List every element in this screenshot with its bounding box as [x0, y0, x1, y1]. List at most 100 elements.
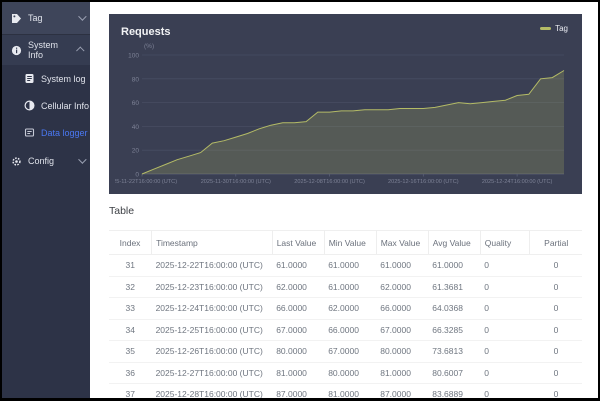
- table-header: Index Timestamp Last Value Min Value Max…: [109, 230, 582, 255]
- table-cell: 62.0000: [324, 297, 377, 320]
- table-cell: 81.0000: [272, 362, 325, 384]
- x-axis-tick-label: 2025-11-30T16:00:00 (UTC): [201, 179, 271, 185]
- x-axis-tick-label: 2025-12-24T16:00:00 (UTC): [482, 179, 553, 185]
- x-axis-tick-label: 2025-11-22T16:00:00 (UTC): [115, 179, 177, 185]
- table-cell: 31: [109, 254, 152, 277]
- sidebar-item-data-logger[interactable]: Data logger: [2, 119, 90, 146]
- legend-swatch: [540, 27, 552, 30]
- table-cell: 80.6007: [428, 362, 481, 384]
- table-cell: 0: [480, 297, 530, 320]
- table-cell: 35: [109, 340, 152, 363]
- sidebar-item-config[interactable]: Config: [2, 146, 90, 176]
- table-cell: 0: [480, 319, 530, 341]
- legend-item-tag[interactable]: Tag: [540, 24, 568, 33]
- requests-chart-card: Requests Tag 0 20 40 60 80 100 (%) 2025-11-22T1…: [109, 14, 582, 194]
- table-cell: 61.0000: [272, 254, 325, 277]
- sidebar-item-label: Config: [28, 156, 55, 166]
- table-cell: 37: [109, 383, 152, 398]
- table-cell: 2025-12-24T16:00:00 (UTC): [151, 297, 273, 320]
- table-cell: 80.0000: [324, 362, 377, 384]
- table-body: 31 2025-12-22T16:00:00 (UTC) 61.0000 61.000…: [109, 254, 582, 398]
- log-icon: [24, 73, 35, 84]
- table-cell: 2025-12-25T16:00:00 (UTC): [151, 319, 273, 341]
- y-axis-unit-label: (%): [144, 43, 154, 50]
- column-header-partial: Partial: [529, 230, 582, 255]
- chevron-down-icon: [78, 12, 87, 21]
- table-cell: 0: [529, 362, 582, 384]
- table-row: 34 2025-12-25T16:00:00 (UTC) 67.0000 66.000…: [109, 319, 582, 341]
- chart-title: Requests: [121, 26, 171, 38]
- table-cell: 67.0000: [376, 319, 429, 341]
- table-cell: 61.0000: [324, 254, 377, 277]
- table-cell: 0: [480, 383, 530, 398]
- column-header-last-value: Last Value: [272, 230, 325, 255]
- table-cell: 87.0000: [272, 383, 325, 398]
- table-cell: 73.6813: [428, 340, 481, 363]
- table-cell: 0: [480, 362, 530, 384]
- main-content: Requests Tag 0 20 40 60 80 100 (%) 2025-11-22T1…: [90, 2, 598, 398]
- table-cell: 33: [109, 297, 152, 320]
- column-header-quality: Quality: [480, 230, 531, 255]
- sidebar-item-label: System Info: [28, 40, 59, 60]
- table-cell: 66.0000: [324, 319, 377, 341]
- table-row: 32 2025-12-23T16:00:00 (UTC) 62.0000 61.000…: [109, 276, 582, 298]
- table-cell: 61.0000: [376, 254, 429, 277]
- datalogger-icon: [24, 127, 35, 138]
- table-cell: 61.0000: [324, 276, 377, 298]
- sidebar-item-cellular-info[interactable]: Cellular Info: [2, 92, 90, 119]
- table-cell: 0: [529, 297, 582, 320]
- table-row: 33 2025-12-24T16:00:00 (UTC) 66.0000 62.000…: [109, 297, 582, 320]
- table-cell: 81.0000: [324, 383, 377, 398]
- table-cell: 62.0000: [376, 276, 429, 298]
- x-axis-tick-label: 2025-12-16T16:00:00 (UTC): [388, 179, 459, 185]
- legend-label: Tag: [555, 24, 568, 33]
- sidebar-item-label: Tag: [28, 13, 43, 23]
- y-axis-tick-label: 0: [135, 172, 139, 179]
- table-row: 36 2025-12-27T16:00:00 (UTC) 81.0000 80.000…: [109, 362, 582, 384]
- tag-icon: [11, 13, 22, 24]
- sidebar-item-system-info[interactable]: System Info: [2, 35, 90, 65]
- table-row: 37 2025-12-28T16:00:00 (UTC) 87.0000 81.000…: [109, 383, 582, 398]
- table-cell: 0: [529, 254, 582, 277]
- column-header-min-value: Min Value: [324, 230, 377, 255]
- table-cell: 0: [529, 276, 582, 298]
- sidebar: Tag System Info System log Cellular Info: [2, 2, 90, 398]
- table-cell: 83.6889: [428, 383, 481, 398]
- table-cell: 67.0000: [324, 340, 377, 363]
- cellular-icon: [24, 100, 35, 111]
- table-cell: 32: [109, 276, 152, 298]
- table-cell: 80.0000: [272, 340, 325, 363]
- sidebar-item-label: Data logger: [41, 127, 88, 138]
- table-cell: 2025-12-23T16:00:00 (UTC): [151, 276, 273, 298]
- table-cell: 64.0368: [428, 297, 481, 320]
- table-cell: 66.3285: [428, 319, 481, 341]
- sidebar-item-system-log[interactable]: System log: [2, 65, 90, 92]
- column-header-index: Index: [109, 230, 153, 255]
- table-cell: 62.0000: [272, 276, 325, 298]
- table-cell: 81.0000: [376, 362, 429, 384]
- table-cell: 87.0000: [376, 383, 429, 398]
- y-axis-tick-label: 100: [128, 53, 139, 60]
- table-cell: 0: [480, 276, 530, 298]
- y-axis-tick-label: 20: [132, 148, 140, 155]
- table-cell: 61.3681: [428, 276, 481, 298]
- sidebar-item-label: Cellular Info: [41, 100, 90, 111]
- requests-chart: 0 20 40 60 80 100 (%) 2025-11-22T16:00:00 (UTC)…: [115, 43, 565, 185]
- column-header-avg-value: Avg Value: [428, 230, 481, 255]
- table-cell: 61.0000: [428, 254, 481, 277]
- chevron-down-icon: [78, 155, 87, 164]
- table-cell: 0: [480, 254, 530, 277]
- table-cell: 67.0000: [272, 319, 325, 341]
- y-axis-tick-label: 60: [132, 100, 140, 107]
- column-header-max-value: Max Value: [376, 230, 429, 255]
- table-cell: 2025-12-27T16:00:00 (UTC): [151, 362, 273, 384]
- column-header-timestamp: Timestamp: [151, 230, 273, 255]
- series-line-tag: [141, 70, 565, 175]
- sidebar-item-tag[interactable]: Tag: [2, 2, 90, 35]
- table-cell: 66.0000: [272, 297, 325, 320]
- table-row: 35 2025-12-26T16:00:00 (UTC) 80.0000 67.000…: [109, 340, 582, 363]
- table-cell: 2025-12-28T16:00:00 (UTC): [151, 383, 273, 398]
- table-cell: 80.0000: [376, 340, 429, 363]
- table-title: Table: [109, 205, 135, 217]
